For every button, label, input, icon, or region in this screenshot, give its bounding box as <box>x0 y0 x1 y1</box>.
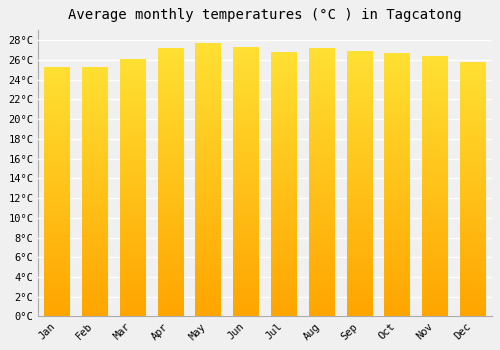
Title: Average monthly temperatures (°C ) in Tagcatong: Average monthly temperatures (°C ) in Ta… <box>68 8 462 22</box>
